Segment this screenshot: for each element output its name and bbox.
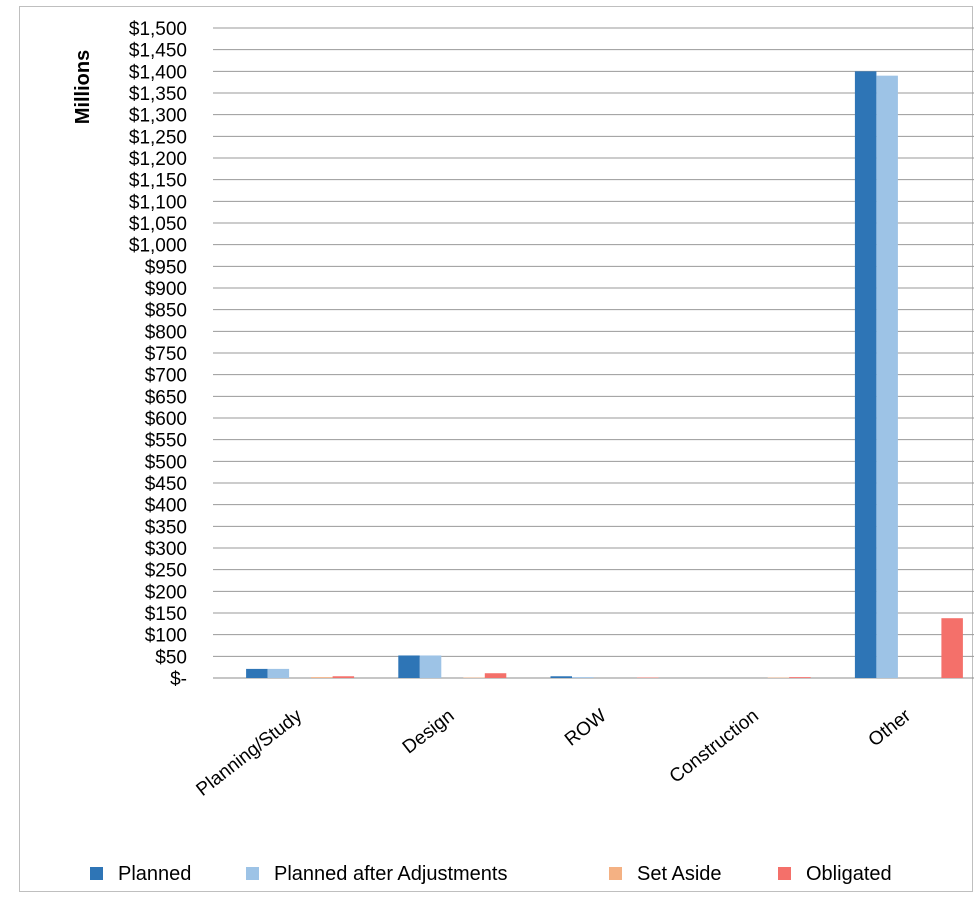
y-tick-label: $- <box>170 669 187 690</box>
y-tick-label: $550 <box>145 431 187 452</box>
y-tick-label: $750 <box>145 344 187 365</box>
bar <box>485 673 507 678</box>
y-tick-label: $1,300 <box>129 106 187 127</box>
legend-label: Planned after Adjustments <box>274 863 507 885</box>
y-tick-label: $1,200 <box>129 149 187 170</box>
bar <box>941 618 963 678</box>
y-axis-ticks: $-$50$100$150$200$250$300$350$400$450$50… <box>129 19 187 690</box>
legend-swatch <box>90 867 103 880</box>
legend-label: Obligated <box>806 863 892 885</box>
y-tick-label: $1,350 <box>129 84 187 105</box>
legend-swatch <box>246 867 259 880</box>
y-tick-label: $950 <box>145 257 187 278</box>
x-tick-label: ROW <box>561 705 611 750</box>
y-tick-label: $1,450 <box>129 41 187 62</box>
y-tick-label: $300 <box>145 539 187 560</box>
y-tick-label: $100 <box>145 626 187 647</box>
x-tick-label: Planning/Study <box>193 705 307 801</box>
y-tick-label: $1,500 <box>129 19 187 40</box>
y-tick-label: $1,000 <box>129 236 187 257</box>
y-tick-label: $450 <box>145 474 187 495</box>
y-tick-label: $1,100 <box>129 192 187 213</box>
y-tick-label: $650 <box>145 387 187 408</box>
legend-label: Set Aside <box>637 863 722 885</box>
x-tick-label: Design <box>399 705 459 758</box>
bar <box>268 669 290 678</box>
legend-label: Planned <box>118 863 191 885</box>
y-tick-label: $1,400 <box>129 62 187 83</box>
legend-swatch <box>778 867 791 880</box>
bar <box>551 676 573 678</box>
bar <box>876 76 898 678</box>
x-tick-label: Construction <box>666 705 763 787</box>
y-tick-label: $350 <box>145 517 187 538</box>
bar <box>420 655 442 678</box>
y-tick-label: $700 <box>145 366 187 387</box>
chart-frame: $-$50$100$150$200$250$300$350$400$450$50… <box>19 6 973 892</box>
bar <box>572 677 594 678</box>
y-tick-label: $50 <box>155 647 187 668</box>
bar-chart: $-$50$100$150$200$250$300$350$400$450$50… <box>20 7 974 893</box>
legend-swatch <box>609 867 622 880</box>
y-tick-label: $800 <box>145 322 187 343</box>
bar <box>246 669 268 678</box>
y-tick-label: $200 <box>145 582 187 603</box>
y-tick-label: $600 <box>145 409 187 430</box>
legend: Planned Planned after Adjustments Set Asid… <box>90 863 892 885</box>
bar <box>855 71 877 678</box>
x-tick-label: Other <box>865 705 916 751</box>
bar <box>333 676 355 678</box>
bar <box>398 655 420 678</box>
y-tick-label: $1,250 <box>129 127 187 148</box>
bar <box>789 677 811 678</box>
y-axis-title: Millions <box>72 50 94 124</box>
y-tick-label: $1,050 <box>129 214 187 235</box>
bar <box>311 677 333 678</box>
y-tick-label: $150 <box>145 604 187 625</box>
y-tick-label: $1,150 <box>129 171 187 192</box>
y-tick-label: $900 <box>145 279 187 300</box>
x-axis-labels: Planning/Study Design ROW Construction Other <box>193 705 916 801</box>
y-tick-label: $850 <box>145 301 187 322</box>
y-tick-label: $250 <box>145 561 187 582</box>
y-tick-label: $500 <box>145 452 187 473</box>
y-tick-label: $400 <box>145 496 187 517</box>
